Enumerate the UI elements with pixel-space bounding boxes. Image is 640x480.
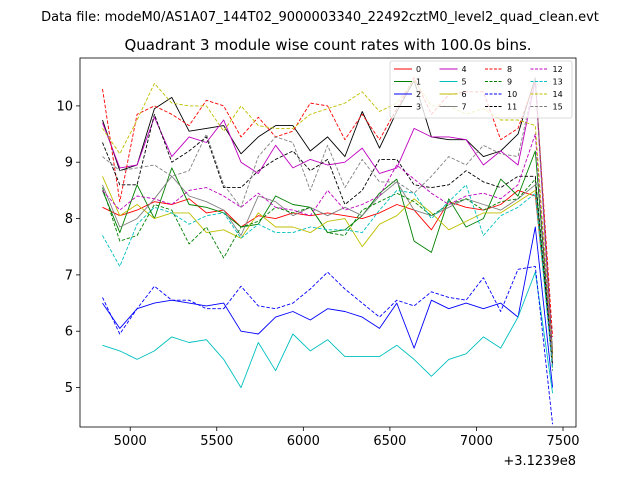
series-line-15 xyxy=(102,77,554,363)
figure-suptitle: Data file: modeM0/AS1A07_144T02_90000033… xyxy=(41,10,599,25)
legend-label-13: 13 xyxy=(553,78,563,87)
x-axis-offset-label: +3.1239e8 xyxy=(503,454,576,469)
series-line-9 xyxy=(102,178,554,371)
series-line-2 xyxy=(102,226,554,388)
x-tick-label: 6000 xyxy=(287,434,320,449)
y-tick-label: 10 xyxy=(56,99,73,114)
legend-label-12: 12 xyxy=(553,65,563,74)
legend-label-5: 5 xyxy=(462,78,467,87)
x-tick-label: 7500 xyxy=(546,434,579,449)
legend-label-3: 3 xyxy=(416,103,421,112)
y-tick-label: 5 xyxy=(65,381,73,396)
y-tick-label: 8 xyxy=(65,212,73,227)
chart-title: Quadrant 3 module wise count rates with … xyxy=(124,36,531,54)
y-tick-label: 7 xyxy=(65,268,73,283)
series-line-7 xyxy=(102,175,554,366)
legend-label-10: 10 xyxy=(507,90,517,99)
series-line-11 xyxy=(102,113,554,366)
axes-frame xyxy=(79,57,577,428)
series-line-5 xyxy=(102,271,554,394)
x-tick-label: 7000 xyxy=(460,434,493,449)
legend-label-2: 2 xyxy=(416,90,421,99)
legend-label-4: 4 xyxy=(462,65,467,74)
x-tick-label: 5000 xyxy=(114,434,147,449)
series-line-10 xyxy=(102,265,554,425)
legend-label-8: 8 xyxy=(507,65,512,74)
series-line-3 xyxy=(102,77,554,354)
series-line-12 xyxy=(102,133,554,366)
x-tick-label: 5500 xyxy=(200,434,233,449)
legend-label-15: 15 xyxy=(553,103,563,112)
legend-label-11: 11 xyxy=(507,103,517,112)
legend-frame xyxy=(389,60,573,119)
legend-label-0: 0 xyxy=(416,65,421,74)
series-line-6 xyxy=(102,176,554,360)
legend-label-1: 1 xyxy=(416,78,421,87)
x-tick-label: 6500 xyxy=(373,434,406,449)
legend-label-9: 9 xyxy=(507,78,512,87)
series-layer xyxy=(102,77,554,425)
legend-label-6: 6 xyxy=(462,90,467,99)
series-line-0 xyxy=(102,189,554,360)
legend-label-14: 14 xyxy=(553,90,563,99)
y-tick-label: 9 xyxy=(65,156,73,171)
legend-label-7: 7 xyxy=(462,103,467,112)
series-line-4 xyxy=(102,80,554,360)
series-line-13 xyxy=(102,184,554,368)
y-tick-label: 6 xyxy=(65,325,73,340)
